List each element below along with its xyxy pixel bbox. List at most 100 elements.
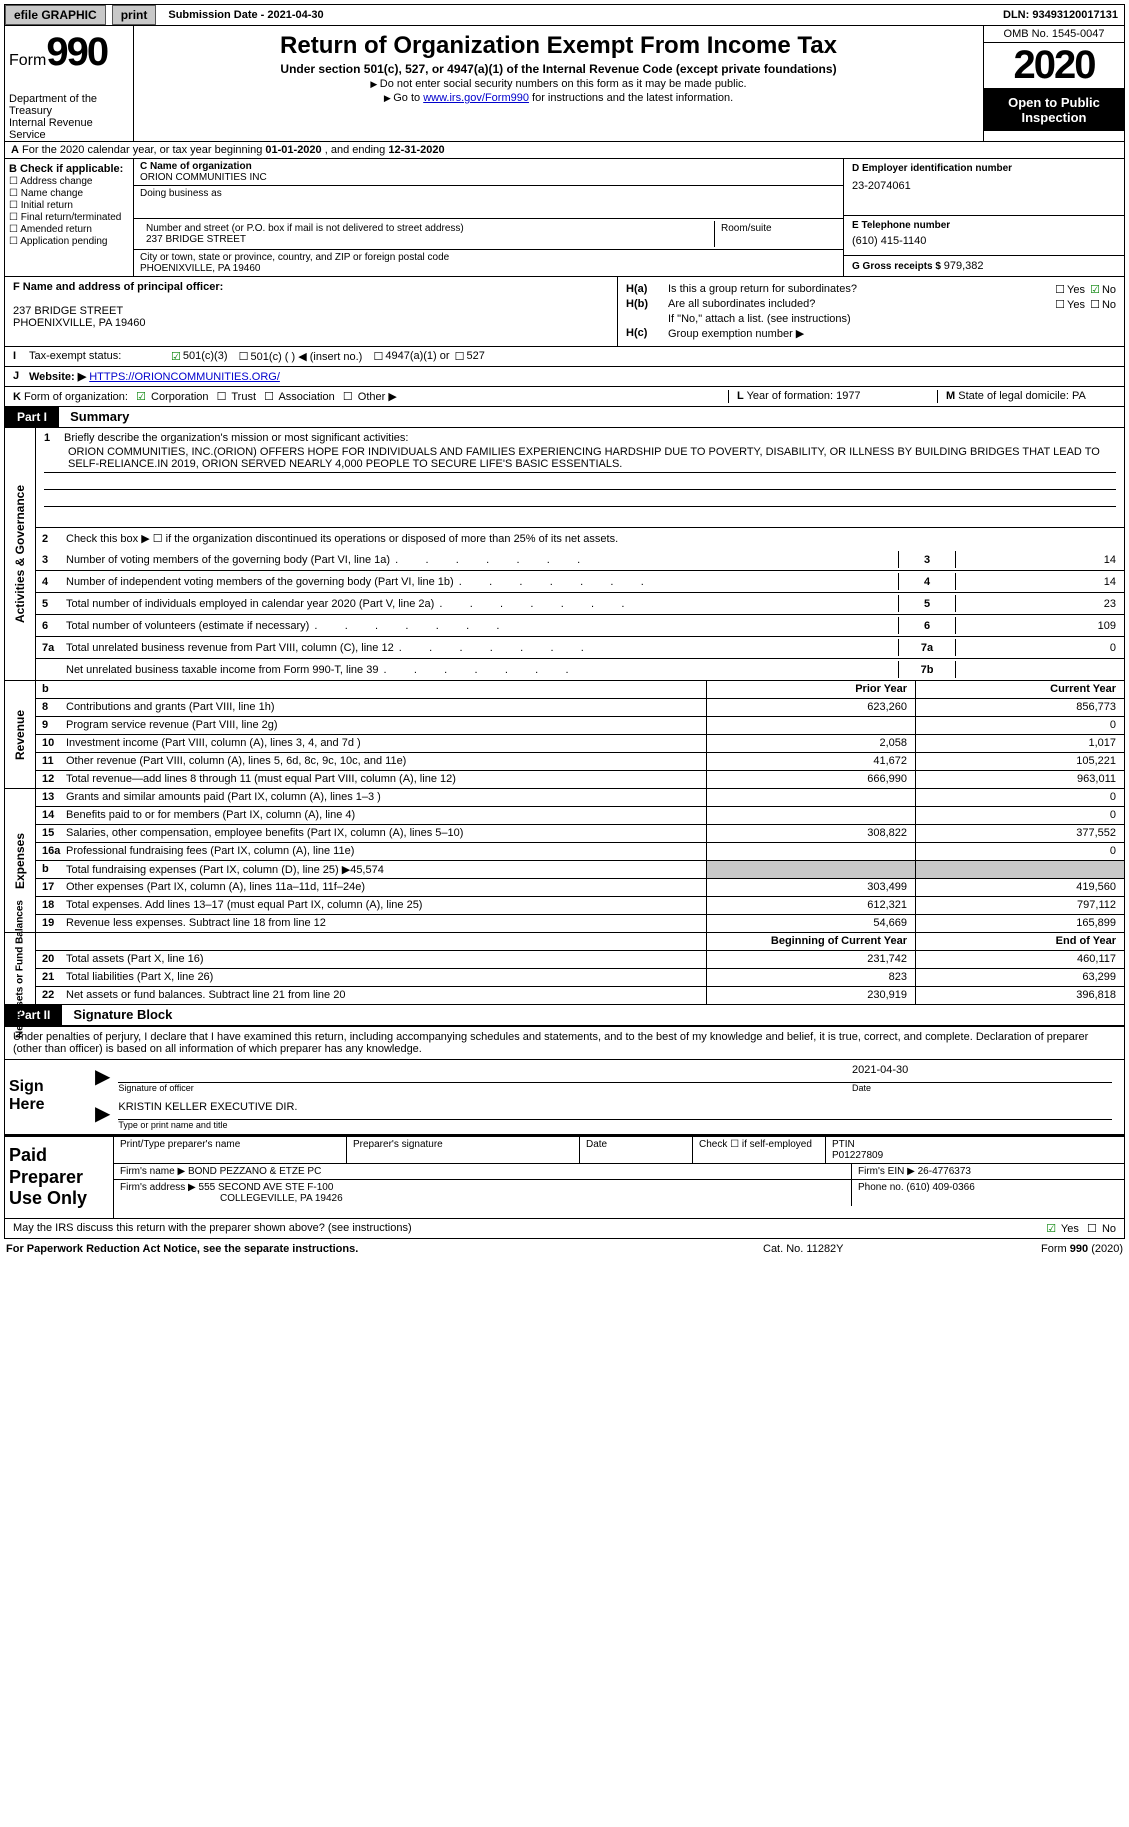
sig-date-lab: Date (852, 1083, 1112, 1093)
firm-addr2: COLLEGEVILLE, PA 19426 (120, 1193, 343, 1204)
chk-final[interactable]: Final return/terminated (9, 212, 129, 223)
row-a-begin: 01-01-2020 (265, 144, 321, 156)
footer-l: For Paperwork Reduction Act Notice, see … (6, 1243, 763, 1255)
chk-4947[interactable] (371, 350, 385, 363)
discuss-yes[interactable] (1044, 1223, 1058, 1235)
firm-addr1: 555 SECOND AVE STE F-100 (199, 1182, 334, 1193)
mission-block: 1Briefly describe the organization's mis… (36, 428, 1124, 527)
firm-ein-lab: Firm's EIN ▶ (858, 1166, 918, 1177)
box-b-hdr: B Check if applicable: (9, 163, 129, 175)
efile-btn[interactable]: efile GRAPHIC (5, 5, 106, 25)
form-header: Form990 Department of the Treasury Inter… (4, 26, 1125, 142)
gross-val: 979,382 (944, 260, 984, 272)
dba-lab: Doing business as (140, 188, 837, 199)
ha-yes[interactable] (1053, 284, 1067, 296)
chk-501c3[interactable] (169, 350, 183, 363)
box-de: D Employer identification number 23-2074… (843, 159, 1124, 276)
subtitle2: Do not enter social security numbers on … (142, 78, 975, 90)
vlabel-exp-txt: Expenses (13, 832, 27, 888)
part2-title: Signature Block (65, 1007, 172, 1022)
tax-year: 2020 (984, 43, 1124, 89)
rev-content: b Prior Year Current Year 8Contributions… (36, 681, 1124, 788)
m-lab: M (946, 390, 955, 402)
exp-line: 16aProfessional fundraising fees (Part I… (36, 842, 1124, 860)
i-lab: I (13, 350, 29, 363)
signature-block: Under penalties of perjury, I declare th… (4, 1026, 1125, 1219)
org-name: ORION COMMUNITIES INC (140, 172, 837, 183)
d-yes: Yes (1061, 1223, 1079, 1235)
hb-no[interactable] (1088, 299, 1102, 311)
boy-hdr: Beginning of Current Year (706, 933, 915, 950)
chk-trust[interactable] (215, 391, 229, 403)
vlabel-net: Net Assets or Fund Balances (5, 933, 36, 1004)
dept: Department of the Treasury Internal Reve… (9, 93, 129, 141)
hb-yes[interactable] (1053, 299, 1067, 311)
chk-assoc[interactable] (262, 391, 276, 403)
print-btn[interactable]: print (112, 5, 157, 25)
prep-sig-lab: Preparer's signature (347, 1137, 580, 1163)
top-bar: efile GRAPHIC print Submission Date - 20… (4, 4, 1125, 26)
net-line: 22Net assets or fund balances. Subtract … (36, 986, 1124, 1004)
form-num: 990 (46, 30, 107, 74)
i-txt: Tax-exempt status: (29, 350, 169, 363)
summary-net: Net Assets or Fund Balances Beginning of… (4, 933, 1125, 1005)
c-city: City or town, state or province, country… (134, 250, 843, 276)
j-txt: Website: ▶ (29, 371, 89, 383)
yes-lab2: Yes (1067, 299, 1085, 311)
chk-corp[interactable] (134, 391, 148, 403)
sig-arrow2: ▶ (95, 1101, 110, 1130)
chk-other[interactable] (341, 391, 355, 403)
ruleline3 (44, 506, 1116, 523)
k-lab: K (13, 391, 21, 403)
l-lab: L (737, 390, 744, 402)
discuss-no[interactable] (1085, 1223, 1099, 1235)
firm-phone-lab: Phone no. (858, 1182, 906, 1193)
chk-501c[interactable] (237, 350, 251, 363)
rev-line: 9Program service revenue (Part VIII, lin… (36, 716, 1124, 734)
py-hdr: Prior Year (706, 681, 915, 698)
e-phone: E Telephone number (610) 415-1140 (844, 216, 1124, 256)
eoy-hdr: End of Year (915, 933, 1124, 950)
city-val: PHOENIXVILLE, PA 19460 (140, 263, 837, 274)
chk-address[interactable]: Address change (9, 176, 129, 187)
exp-line: 15Salaries, other compensation, employee… (36, 824, 1124, 842)
ha-txt: Is this a group return for subordinates? (668, 283, 1053, 296)
section-bcde: B Check if applicable: Address change Na… (4, 159, 1125, 277)
chk-initial[interactable]: Initial return (9, 200, 129, 211)
ein-val: 23-2074061 (852, 174, 1116, 198)
omb: OMB No. 1545-0047 (984, 26, 1124, 43)
d-no: No (1102, 1223, 1116, 1235)
vlabel-net-txt: Net Assets or Fund Balances (15, 899, 26, 1037)
line1-txt: Briefly describe the organization's miss… (64, 432, 408, 444)
gov-line: 6Total number of volunteers (estimate if… (36, 614, 1124, 636)
vlabel-gov-txt: Activities & Governance (13, 485, 27, 623)
header-right: OMB No. 1545-0047 2020 Open to Public In… (983, 26, 1124, 141)
row-a-mid: , and ending (325, 144, 389, 156)
dln-lab: DLN: (1003, 9, 1032, 21)
hb-note: If "No," attach a list. (see instruction… (668, 313, 1116, 325)
chk-amended[interactable]: Amended return (9, 224, 129, 235)
sub3-post: for instructions and the latest informat… (529, 92, 733, 104)
line2-txt: Check this box ▶ ☐ if the organization d… (66, 532, 1124, 545)
irs-link[interactable]: www.irs.gov/Form990 (423, 92, 529, 104)
ha-no[interactable] (1088, 284, 1102, 296)
l-txt: Year of formation: (747, 390, 836, 402)
i-o4: 527 (467, 350, 485, 363)
addr-val: 237 BRIDGE STREET (146, 234, 708, 245)
m-val: PA (1072, 390, 1086, 402)
city-lab: City or town, state or province, country… (140, 252, 837, 263)
rev-line: 12Total revenue—add lines 8 through 11 (… (36, 770, 1124, 788)
chk-527[interactable] (453, 350, 467, 363)
exp-line: 13Grants and similar amounts paid (Part … (36, 789, 1124, 806)
chk-pending[interactable]: Application pending (9, 236, 129, 247)
d-ein: D Employer identification number 23-2074… (844, 159, 1124, 216)
row-a: A For the 2020 calendar year, or tax yea… (4, 142, 1125, 159)
subtitle3: Go to www.irs.gov/Form990 for instructio… (142, 92, 975, 104)
website-link[interactable]: HTTPS://ORIONCOMMUNITIES.ORG/ (89, 371, 280, 383)
mission-text: ORION COMMUNITIES, INC.(ORION) OFFERS HO… (44, 444, 1116, 472)
inspection: Open to Public Inspection (984, 89, 1124, 131)
line1-lab: 1 (44, 432, 64, 444)
sig-officer-lab: Signature of officer (118, 1083, 852, 1093)
chk-name[interactable]: Name change (9, 188, 129, 199)
form-prefix: Form (9, 52, 46, 69)
